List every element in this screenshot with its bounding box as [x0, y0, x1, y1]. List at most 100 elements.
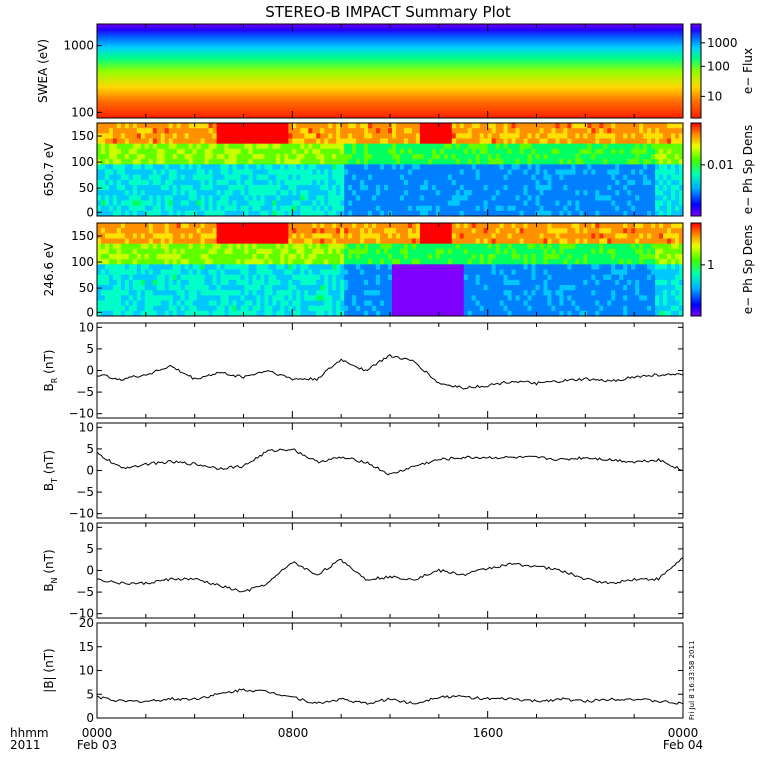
spectrogram-cell [120, 279, 126, 286]
spectrogram-cell [431, 305, 437, 312]
spectrogram-cell [491, 300, 497, 307]
spectrogram-cell [463, 305, 469, 312]
spectrogram-cell [499, 295, 505, 301]
spectrogram-cell [579, 123, 584, 129]
spectrogram-cell [435, 179, 441, 186]
spectrogram-cell [276, 243, 281, 250]
spectrogram-cell [388, 259, 393, 265]
spectrogram-cell [380, 310, 385, 317]
spectrogram-cell [527, 154, 533, 160]
spectrogram-cell [455, 205, 461, 212]
spectrogram-cell [495, 274, 501, 281]
spectrogram-cell [515, 279, 521, 286]
spectrogram-cell [595, 269, 600, 276]
spectrogram-cell [551, 279, 556, 286]
spectrogram-cell [376, 159, 381, 165]
spectrogram-cell [368, 259, 373, 265]
spectrogram-cell [316, 228, 321, 234]
spectrogram-cell [304, 243, 309, 250]
spectrogram-cell [547, 238, 552, 245]
spectrogram-cell [188, 190, 194, 196]
spectrogram-cell [615, 159, 620, 165]
spectrogram-cell [180, 128, 186, 134]
spectrogram-cell [232, 269, 238, 276]
spectrogram-cell [395, 123, 401, 129]
spectrogram-cell [403, 285, 409, 291]
spectrogram-cell [407, 274, 413, 281]
spectrogram-cell [300, 154, 305, 160]
spectrogram-cell [304, 128, 309, 134]
spectrogram-cell [395, 274, 401, 281]
spectrogram-cell [348, 254, 353, 260]
spectrogram-cell [655, 143, 660, 150]
spectrogram-cell [455, 264, 461, 270]
spectrogram-cell [224, 248, 230, 255]
spectrogram-cell [340, 305, 345, 312]
spectrogram-cell [268, 159, 273, 165]
spectrogram-cell [324, 223, 329, 229]
spectrogram-cell [499, 238, 505, 245]
spectrogram-cell [571, 133, 576, 139]
spectrogram-cell [611, 185, 616, 191]
spectrogram-cell [555, 259, 560, 265]
spectrogram-cell [184, 154, 190, 160]
spectrogram-cell [587, 285, 592, 291]
spectrogram-cell [559, 195, 564, 201]
spectrogram-cell [176, 295, 182, 301]
spectrogram-cell [360, 254, 365, 260]
spectrogram-cell [160, 228, 166, 234]
spectrogram-cell [320, 164, 325, 170]
spectrogram-cell [571, 223, 576, 229]
spectrogram-cell [360, 259, 365, 265]
spectrogram-cell [200, 174, 206, 181]
spectrogram-cell [551, 228, 556, 234]
spectrogram-cell [539, 200, 544, 207]
spectrogram-cell [391, 164, 397, 170]
spectrogram-cell [176, 285, 182, 291]
spectrogram-cell [423, 128, 429, 134]
spectrogram-cell [240, 310, 245, 317]
spectrogram-cell [116, 228, 122, 234]
spectrogram-cell [152, 295, 158, 301]
spectrogram-cell [615, 185, 620, 191]
spectrogram-cell [204, 133, 210, 139]
spectrogram-cell [108, 305, 114, 312]
spectrogram-cell [160, 200, 166, 207]
spectrogram-cell [328, 164, 333, 170]
spectrogram-cell [264, 205, 269, 212]
spectrogram-cell [431, 223, 437, 229]
spectrogram-cell [527, 179, 533, 186]
spectrogram-cell [679, 128, 684, 134]
spectrogram-cell [555, 174, 560, 181]
spectrogram-cell [156, 290, 162, 296]
spectrogram-cell [467, 210, 473, 217]
spectrogram-cell [312, 159, 317, 165]
spectrogram-cell [643, 195, 648, 201]
spectrogram-cell [368, 169, 373, 176]
spectrogram-cell [136, 195, 142, 201]
spectrogram-cell [192, 259, 198, 265]
spectrogram-cell [579, 233, 584, 239]
spectrogram-cell [196, 123, 202, 129]
spectrogram-cell [651, 190, 656, 196]
spectrogram-cell [459, 190, 465, 196]
spectrogram-cell [527, 290, 533, 296]
spectrogram-cell [360, 179, 365, 186]
spectrogram-cell [136, 169, 142, 176]
spectrogram-cell [563, 259, 568, 265]
spectrogram-cell [360, 228, 365, 234]
spectrogram-cell [356, 123, 361, 129]
spectrogram-cell [571, 148, 576, 155]
spectrogram-cell [264, 185, 269, 191]
spectrogram-cell [248, 305, 253, 312]
spectrogram-cell [627, 123, 632, 129]
spectrogram-cell [483, 154, 489, 160]
spectrogram-cell [292, 310, 297, 317]
spectrogram-cell [591, 290, 596, 296]
spectrogram-cell [304, 190, 309, 196]
spectrogram-cell [260, 159, 265, 165]
spectrogram-cell [188, 179, 194, 186]
spectrogram-cell [116, 274, 122, 281]
spectrogram-cell [312, 248, 317, 255]
spectrogram-cell [415, 185, 421, 191]
